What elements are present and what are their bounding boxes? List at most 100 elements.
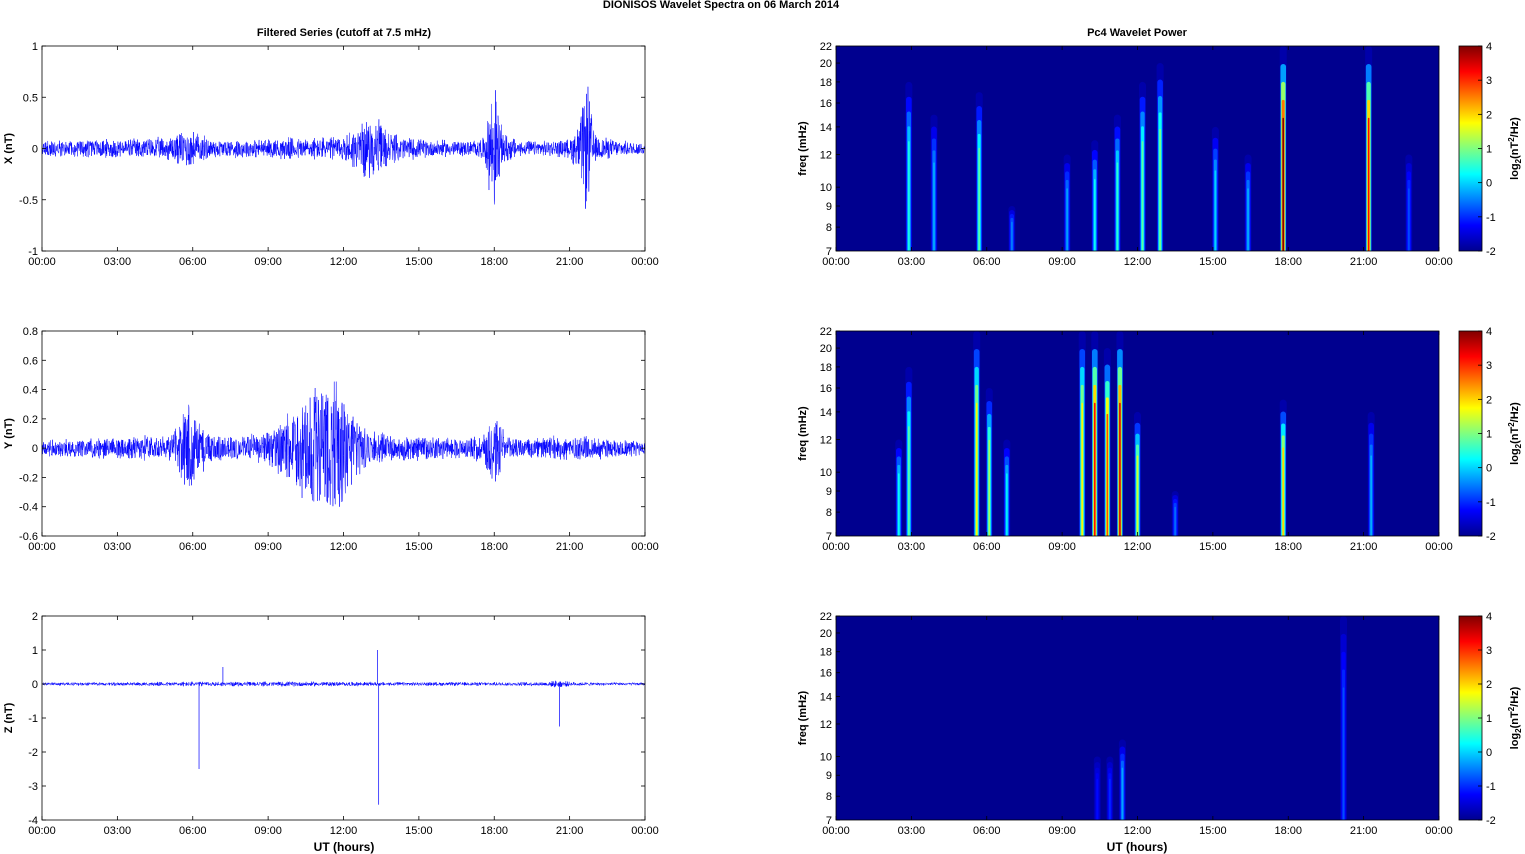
series-y-plot-area — [42, 331, 645, 536]
wavelet-y-xtick-label: 12:00 — [1124, 541, 1152, 553]
wavelet-z-ytick-label: 10 — [820, 751, 832, 763]
wavelet-z-colorbar-label: 4 — [1486, 611, 1492, 623]
wavelet-z-xtick-label: 21:00 — [1350, 825, 1378, 837]
wavelet-y-burst — [1094, 402, 1096, 536]
wavelet-y-burst — [908, 426, 910, 536]
series-y-xtick-label: 00:00 — [631, 541, 659, 553]
wavelet-x-xtick-label: 00:00 — [822, 256, 850, 268]
series-z-ytick-label: 2 — [32, 611, 38, 623]
wavelet-y-ytick-label: 22 — [820, 326, 832, 338]
wavelet-y-colorbar-title: log2(nT2/Hz) — [1507, 402, 1523, 465]
wavelet-x-xtick-label: 12:00 — [1124, 256, 1152, 268]
wavelet-z-plot-area — [836, 616, 1439, 820]
wavelet-y-burst — [1081, 402, 1083, 536]
wavelet-y-burst — [1136, 455, 1139, 536]
series-y-ytick-label: -0.6 — [19, 531, 38, 543]
wavelet-x-colorbar-label: 1 — [1486, 144, 1492, 156]
wavelet-z-xtick-label: 18:00 — [1274, 825, 1302, 837]
wavelet-y-colorbar-label: 1 — [1486, 429, 1492, 441]
series-z-ytick-label: -2 — [28, 747, 38, 759]
series-z-ytick-label: -3 — [28, 781, 38, 793]
figure-title: DIONISOS Wavelet Spectra on 06 March 201… — [603, 0, 840, 11]
wavelet-z-colorbar-label: -2 — [1486, 815, 1496, 827]
wavelet-y-ytick-label: 16 — [820, 383, 832, 395]
wavelet-y-colorbar-label: 0 — [1486, 463, 1492, 475]
wavelet-x-colorbar-label: 2 — [1486, 109, 1492, 121]
series-z-plot-area — [42, 616, 645, 820]
wavelet-y-xtick-label: 00:00 — [822, 541, 850, 553]
wavelet-z-colorbar-label: 0 — [1486, 747, 1492, 759]
series-x-xtick-label: 15:00 — [405, 256, 433, 268]
wavelet-x-ytick-label: 12 — [820, 150, 832, 162]
wavelet-y-xtick-label: 21:00 — [1350, 541, 1378, 553]
series-y-xtick-label: 18:00 — [480, 541, 508, 553]
wavelet-x-xtick-label: 18:00 — [1274, 256, 1302, 268]
series-y-ytick-label: -0.2 — [19, 472, 38, 484]
wavelet-y-burst — [988, 439, 991, 536]
wavelet-y-colorbar-label: 2 — [1486, 394, 1492, 406]
series-x-xtick-label: 21:00 — [556, 256, 584, 268]
series-z-xtick-label: 21:00 — [556, 825, 584, 837]
wavelet-z-xtick-label: 12:00 — [1124, 825, 1152, 837]
series-z-ylabel: Z (nT) — [3, 702, 15, 733]
series-y-xtick-label: 12:00 — [330, 541, 358, 553]
wavelet-x-ytick-label: 16 — [820, 98, 832, 110]
series-x-ytick-label: -0.5 — [19, 195, 38, 207]
wavelet-x-bursts — [905, 46, 1413, 251]
wavelet-y-ytick-label: 8 — [826, 507, 832, 519]
wavelet-z-xtick-label: 09:00 — [1048, 825, 1076, 837]
wavelet-z-ytick-label: 18 — [820, 647, 832, 659]
wavelet-x-burst — [1141, 141, 1144, 251]
wavelet-y-ytick-label: 9 — [826, 486, 832, 498]
wavelet-y-colorbar-label: 3 — [1486, 360, 1492, 372]
wavelet-x-burst — [978, 147, 980, 251]
wavelet-y-colorbar-label: 4 — [1486, 326, 1492, 338]
wavelet-z-burst — [1342, 687, 1345, 820]
wavelet-z-ytick-label: 8 — [826, 791, 832, 803]
wavelet-x-burst — [1011, 221, 1013, 251]
series-x-ytick-label: 0.5 — [23, 92, 38, 104]
wavelet-z-ytick-label: 22 — [820, 611, 832, 623]
wavelet-x-colorbar-label: 3 — [1486, 75, 1492, 87]
wavelet-y-burst — [1370, 455, 1372, 536]
wavelet-y-xtick-label: 09:00 — [1048, 541, 1076, 553]
wavelet-y-burst — [898, 473, 900, 536]
wavelet-x-burst — [908, 141, 910, 251]
wavelet-x-colorbar-title: log2(nT2/Hz) — [1507, 117, 1523, 180]
wavelet-z-burst — [1109, 778, 1111, 820]
wavelet-x-ylabel: freq (mHz) — [797, 121, 809, 176]
series-z-xtick-label: 00:00 — [28, 825, 56, 837]
wavelet-y-ytick-label: 7 — [826, 531, 832, 543]
wavelet-y-bursts — [895, 331, 1375, 536]
wavelet-y-ytick-label: 12 — [820, 435, 832, 447]
series-z-ytick-label: 1 — [32, 645, 38, 657]
wavelet-x-burst — [1094, 178, 1096, 251]
wavelet-y-burst — [975, 402, 978, 536]
series-z-xtick-label: 18:00 — [480, 825, 508, 837]
wavelet-x-burst — [1159, 128, 1161, 251]
wavelet-y-ytick-label: 18 — [820, 362, 832, 374]
wavelet-x-ytick-label: 7 — [826, 246, 832, 258]
wavelet-y-ytick-label: 14 — [820, 407, 832, 419]
series-x-xtick-label: 00:00 — [28, 256, 56, 268]
right-xlabel: UT (hours) — [1107, 840, 1168, 854]
wavelet-x-xtick-label: 03:00 — [898, 256, 926, 268]
wavelet-y-burst — [1119, 402, 1121, 536]
wavelet-y-xtick-label: 03:00 — [898, 541, 926, 553]
wavelet-x-ytick-label: 10 — [820, 182, 832, 194]
wavelet-z-ytick-label: 14 — [820, 692, 832, 704]
wavelet-z-xtick-label: 03:00 — [898, 825, 926, 837]
wavelet-y-xtick-label: 06:00 — [973, 541, 1001, 553]
series-y-ytick-label: 0.8 — [23, 326, 38, 338]
wavelet-x-burst — [1408, 188, 1410, 251]
series-x-xtick-label: 03:00 — [104, 256, 132, 268]
wavelet-x-burst — [933, 162, 935, 251]
wavelet-z-ytick-label: 9 — [826, 770, 832, 782]
wavelet-x-ytick-label: 18 — [820, 77, 832, 89]
series-y-trace — [41, 381, 646, 507]
series-x-trace — [41, 86, 646, 209]
wavelet-x-burst — [1116, 162, 1119, 251]
series-y-ytick-label: 0.2 — [23, 414, 38, 426]
wavelet-y-colorbar-label: -2 — [1486, 531, 1496, 543]
